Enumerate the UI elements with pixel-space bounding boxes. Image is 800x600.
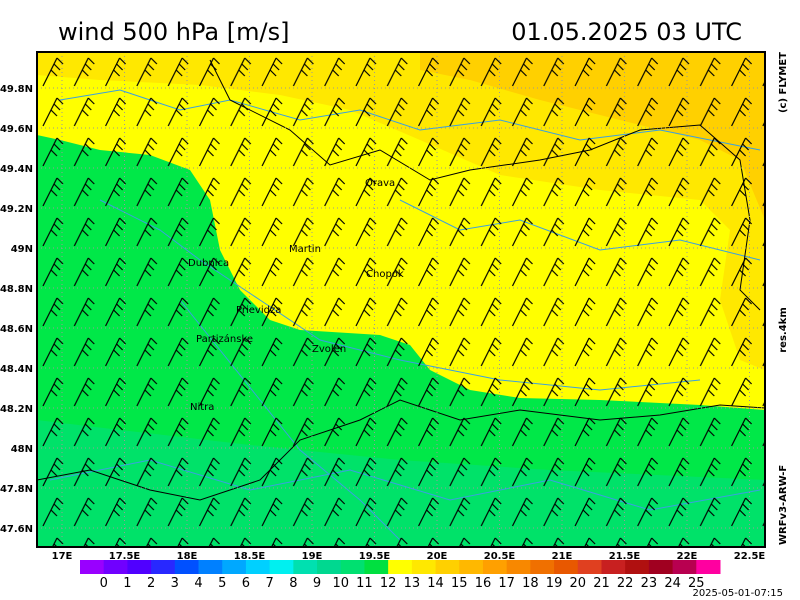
- lat-label: 48.8N: [0, 284, 33, 295]
- city-label: Partizánske: [196, 333, 253, 345]
- colorbar-swatch: [388, 560, 413, 574]
- colorbar-label: 10: [332, 576, 349, 591]
- colorbar-label: 1: [123, 576, 131, 591]
- colorbar-swatch: [577, 560, 602, 574]
- lat-label: 49.8N: [0, 84, 33, 95]
- colorbar-swatch: [696, 560, 721, 574]
- lon-label: 21.5E: [609, 551, 641, 562]
- colorbar-label: 19: [546, 576, 563, 591]
- city-label: Zvolen: [312, 344, 346, 355]
- title: wind 500 hPa [m/s]: [58, 18, 289, 46]
- lon-label: 17E: [52, 551, 73, 562]
- lat-label: 49.6N: [0, 124, 33, 135]
- colorbar-swatch: [482, 560, 508, 574]
- lon-label: 17.5E: [109, 551, 141, 562]
- colorbar-swatch: [174, 560, 200, 574]
- colorbar-swatch: [530, 560, 555, 574]
- colorbar-swatch: [198, 560, 223, 574]
- lat-label: 47.8N: [0, 484, 33, 495]
- colorbar-label: 24: [664, 576, 681, 591]
- colorbar-swatch: [554, 560, 579, 574]
- colorbar-swatch: [435, 560, 460, 574]
- map-area: [37, 52, 765, 547]
- lat-label: 49.2N: [0, 204, 33, 215]
- lon-label: 20.5E: [484, 551, 516, 562]
- credit: res.4km: [778, 307, 789, 353]
- colorbar-label: 0: [100, 576, 108, 591]
- colorbar-swatch: [411, 560, 437, 574]
- colorbar-swatch: [245, 560, 271, 574]
- colorbar-swatch: [127, 560, 152, 574]
- colorbar-label: 11: [356, 576, 373, 591]
- colorbar-swatch: [601, 560, 626, 574]
- colorbar-label: 22: [617, 576, 634, 591]
- timestamp: 2025-05-01-07:15: [692, 588, 783, 599]
- colorbar-label: 16: [475, 576, 492, 591]
- colorbar-label: 12: [380, 576, 397, 591]
- lon-label: 18.5E: [234, 551, 266, 562]
- lat-label: 48.6N: [0, 324, 33, 335]
- colorbar-label: 8: [289, 576, 297, 591]
- map-frame: [36, 51, 766, 548]
- credit: WRFv3-ARW-F: [778, 465, 789, 545]
- colorbar-swatch: [364, 560, 389, 574]
- lon-label: 19E: [302, 551, 323, 562]
- colorbar-swatch: [269, 560, 294, 574]
- lon-label: 19.5E: [359, 551, 391, 562]
- colorbar-label: 6: [242, 576, 250, 591]
- colorbar-label: 21: [593, 576, 610, 591]
- lat-label: 48.2N: [0, 404, 33, 415]
- colorbar-swatch: [151, 560, 176, 574]
- colorbar-label: 14: [427, 576, 444, 591]
- wind-barbs: [37, 52, 765, 547]
- colorbar-label: 18: [522, 576, 539, 591]
- colorbar-label: 2: [147, 576, 155, 591]
- colorbar-swatch: [340, 560, 365, 574]
- colorbar-label: 13: [404, 576, 421, 591]
- lon-label: 22.5E: [734, 551, 766, 562]
- colorbar-label: 3: [171, 576, 179, 591]
- lat-label: 49.4N: [0, 164, 33, 175]
- lon-label: 20E: [427, 551, 448, 562]
- colorbar-label: 20: [570, 576, 587, 591]
- colorbar-swatch: [80, 560, 105, 574]
- colorbar-label: 23: [641, 576, 658, 591]
- colorbar-label: 17: [498, 576, 515, 591]
- city-label: Martin: [289, 244, 321, 255]
- city-label: Chopok: [366, 269, 404, 280]
- colorbar-swatch: [672, 560, 697, 574]
- colorbar-swatch: [317, 560, 342, 574]
- city-label: Dubnica: [188, 258, 229, 269]
- city-label: Orava: [365, 178, 395, 189]
- colorbar-label: 15: [451, 576, 468, 591]
- lat-label: 48.4N: [0, 364, 33, 375]
- datetime: 01.05.2025 03 UTC: [511, 18, 742, 46]
- lon-label: 21E: [552, 551, 573, 562]
- city-label: Nitra: [190, 402, 214, 413]
- colorbar-swatch: [293, 560, 318, 574]
- colorbar-swatch: [625, 560, 650, 574]
- colorbar-label: 7: [265, 576, 273, 591]
- colorbar-swatch: [103, 560, 128, 574]
- city-label: Prievidza: [236, 305, 281, 316]
- credit: (c) FLYMET: [778, 52, 789, 113]
- colorbar-swatch: [506, 560, 531, 574]
- colorbar-label: 9: [313, 576, 321, 591]
- colorbar-label: 25: [688, 576, 705, 591]
- colorbar-swatch: [648, 560, 674, 574]
- lat-label: 49N: [11, 244, 33, 255]
- colorbar-label: 4: [194, 576, 202, 591]
- colorbar-label: 5: [218, 576, 226, 591]
- colorbar-swatch: [459, 560, 484, 574]
- colorbar-swatch: [222, 560, 247, 574]
- lat-label: 47.6N: [0, 524, 33, 535]
- lat-label: 48N: [11, 444, 33, 455]
- lon-label: 18E: [177, 551, 198, 562]
- lon-label: 22E: [677, 551, 698, 562]
